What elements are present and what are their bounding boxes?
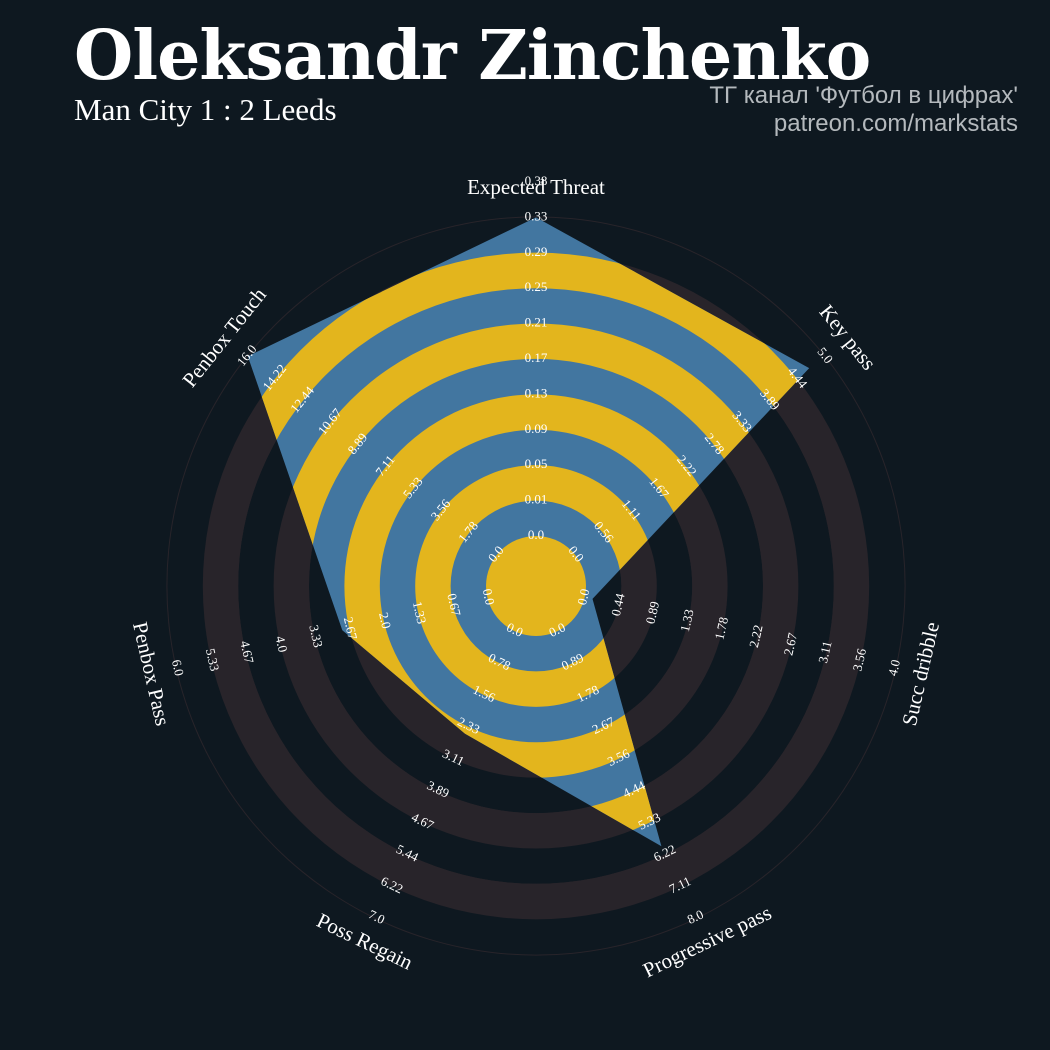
tick-label: 8.0 — [685, 906, 706, 927]
tick-label: 0.44 — [608, 591, 628, 617]
tick-label: 0.05 — [525, 456, 548, 471]
tick-label: 0.38 — [525, 173, 548, 188]
tick-label: 1.33 — [410, 600, 430, 626]
tick-label: 0.67 — [444, 592, 464, 618]
parameter-label: Expected Threat — [467, 175, 605, 199]
polygon-rings — [247, 252, 810, 847]
tick-label: 7.0 — [366, 906, 387, 927]
tick-label: 2.22 — [746, 623, 766, 649]
tick-label: 6.0 — [169, 658, 187, 677]
match-subtitle: Man City 1 : 2 Leeds — [74, 92, 337, 127]
tick-label: 0.0 — [574, 587, 592, 606]
tick-label: 4.67 — [237, 639, 257, 665]
tick-label: 0.17 — [525, 350, 548, 365]
tick-label: 0.33 — [525, 208, 548, 223]
player-name-title: Oleksandr Zinchenko — [74, 16, 871, 96]
tick-label: 0.09 — [525, 421, 548, 436]
tick-label: 0.0 — [480, 587, 498, 606]
credit-telegram: ТГ канал 'Футбол в цифрах' — [709, 82, 1018, 109]
tick-label: 3.33 — [306, 623, 326, 649]
tick-label: 0.13 — [525, 385, 548, 400]
tick-label: 3.11 — [815, 639, 835, 664]
tick-label: 0.25 — [525, 279, 548, 294]
tick-label: 5.33 — [203, 647, 223, 673]
credit-patreon: patreon.com/markstats — [773, 110, 1018, 137]
tick-label: 2.67 — [780, 631, 800, 657]
tick-label: 2.0 — [376, 611, 394, 630]
tick-label: 0.0 — [504, 619, 525, 640]
tick-label: 0.0 — [528, 527, 544, 542]
tick-label: 1.78 — [711, 615, 731, 641]
tick-label: 0.0 — [546, 619, 567, 640]
tick-label: 1.33 — [677, 608, 697, 634]
parameter-label: Penbox Pass — [128, 620, 175, 728]
tick-label: 2.67 — [341, 615, 361, 641]
tick-label: 0.29 — [525, 244, 548, 259]
tick-labels: 0.0 0.01 0.05 0.09 0.13 0.17 0.21 0.25 0.29 0.33 0… — [169, 173, 903, 927]
parameter-label: Succ dribble — [897, 620, 944, 728]
tick-label: 0.21 — [525, 315, 548, 330]
tick-label: 0.01 — [525, 492, 548, 507]
tick-label: 0.89 — [642, 600, 662, 626]
tick-label: 4.0 — [885, 658, 903, 677]
tick-label: 4.0 — [273, 634, 291, 653]
polygon-ring — [415, 465, 657, 707]
tick-label: 3.56 — [849, 647, 869, 673]
polygon-center-disc — [486, 536, 586, 636]
